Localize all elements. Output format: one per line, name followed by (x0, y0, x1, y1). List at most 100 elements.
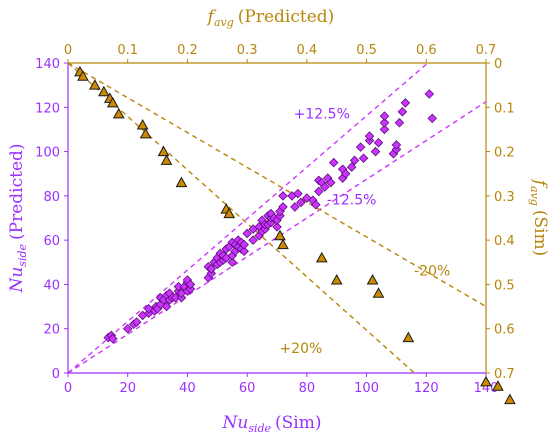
tick-label: 140 (474, 381, 499, 396)
annotations: +12.5% -12.5% -20% +20% (279, 106, 450, 357)
annotation-label: -12.5% (327, 193, 377, 209)
triangle-point (372, 287, 385, 298)
diamond-point (278, 191, 288, 201)
diamond-point (340, 168, 351, 179)
tick-label: 0.6 (416, 43, 437, 58)
top-axis-title: favg (Predicted) (206, 7, 335, 29)
tick-label: 0.2 (494, 146, 515, 161)
tick-label: 40 (43, 278, 60, 293)
tick-label: 0.3 (237, 43, 258, 58)
diamond-point (325, 177, 336, 188)
left-axis-title: Nuside(Predicted) (7, 143, 29, 293)
diamond-point (391, 140, 402, 150)
tick-label: 0.1 (494, 101, 515, 116)
triangle-point (223, 207, 236, 219)
tick-label: 80 (43, 190, 60, 205)
tick-label: 0 (52, 367, 60, 382)
triangle-point (106, 96, 119, 108)
diamond-point (358, 153, 369, 163)
diamond-point (296, 197, 306, 208)
triangle-point (366, 273, 379, 285)
annotation-label: +12.5% (294, 106, 350, 122)
annotation-label: +20% (279, 341, 322, 357)
triangle-point (97, 85, 110, 97)
diamond-point (397, 106, 408, 117)
tick-label: 0.1 (117, 43, 138, 58)
tick-label: 20 (119, 381, 136, 396)
diamond-point (379, 118, 390, 128)
triangle-point (175, 176, 188, 188)
tick-label: 0.4 (494, 234, 515, 249)
diamond-point (293, 188, 303, 199)
diamond-point (239, 239, 249, 250)
tick-label: 0 (64, 43, 72, 58)
diamond-point (364, 131, 375, 141)
right-axis-title: favg(Sim) (528, 178, 550, 257)
tick-label: 20 (43, 323, 60, 338)
triangle-point (136, 118, 149, 130)
diamond-point (272, 222, 282, 232)
diamond-point (278, 202, 288, 212)
diamond-point (379, 124, 390, 135)
reference-line (67, 101, 487, 374)
triangle-point (277, 238, 289, 250)
triangle-point (330, 273, 343, 285)
tick-label: 120 (35, 101, 60, 116)
tick-label: 100 (35, 146, 60, 161)
diamond-point (206, 264, 217, 274)
reference-line (67, 62, 429, 374)
triangle-point (157, 145, 170, 157)
annotation-label: -20% (414, 264, 450, 280)
tick-label: 0.5 (494, 278, 515, 293)
triangle-point (77, 70, 89, 81)
tick-label: 0.7 (494, 367, 515, 382)
diamond-point (185, 279, 196, 290)
diamond-point (373, 137, 384, 148)
diamond-point (122, 323, 133, 334)
tick-label: 140 (35, 57, 60, 72)
diamond-point (394, 118, 405, 128)
tick-label: 0.7 (476, 43, 497, 58)
diamond-point (239, 246, 249, 256)
diamond-point (242, 228, 252, 239)
diamond-point (379, 111, 390, 121)
triangle-point (492, 380, 504, 391)
tick-label: 120 (414, 381, 439, 396)
reference-lines (67, 62, 487, 374)
tick-label: 0.3 (494, 190, 515, 205)
diamond-point (349, 155, 360, 166)
tick-label: 60 (43, 234, 60, 249)
axis-ticks: 0 20 40 60 80 100 120 140 0 20 40 60 80 100 120 140 0 0.1… (35, 43, 515, 396)
triangle-point (480, 375, 492, 387)
diamond-point (227, 257, 237, 268)
tick-label: 0 (494, 57, 502, 72)
triangle-point (89, 79, 101, 90)
triangle-point (315, 251, 328, 263)
tick-label: 0 (64, 381, 72, 396)
triangle-point (139, 127, 152, 139)
triangle-point (402, 331, 415, 343)
diamond-point (320, 182, 330, 192)
diamond-point (314, 186, 324, 197)
diamond-point (424, 89, 435, 99)
triangle-point (160, 154, 173, 165)
diamond-point (370, 146, 381, 157)
diamond-point (108, 333, 118, 344)
plot-frame (67, 62, 487, 374)
tick-label: 0.6 (494, 323, 515, 338)
reference-line (67, 62, 415, 374)
tick-label: 0.4 (297, 43, 318, 58)
triangle-point (504, 393, 516, 405)
tick-label: 80 (299, 381, 316, 396)
diamond-point (346, 162, 357, 172)
bottom-axis-title: Nuside (Sim) (221, 413, 321, 435)
diamond-point (143, 304, 154, 314)
tick-label: 100 (354, 381, 379, 396)
diamond-point (131, 317, 142, 327)
diamond-point (311, 199, 321, 210)
diamond-point (355, 142, 366, 152)
triangle-point (112, 107, 125, 119)
triangle-point (274, 229, 286, 241)
tick-label: 0.5 (356, 43, 377, 58)
